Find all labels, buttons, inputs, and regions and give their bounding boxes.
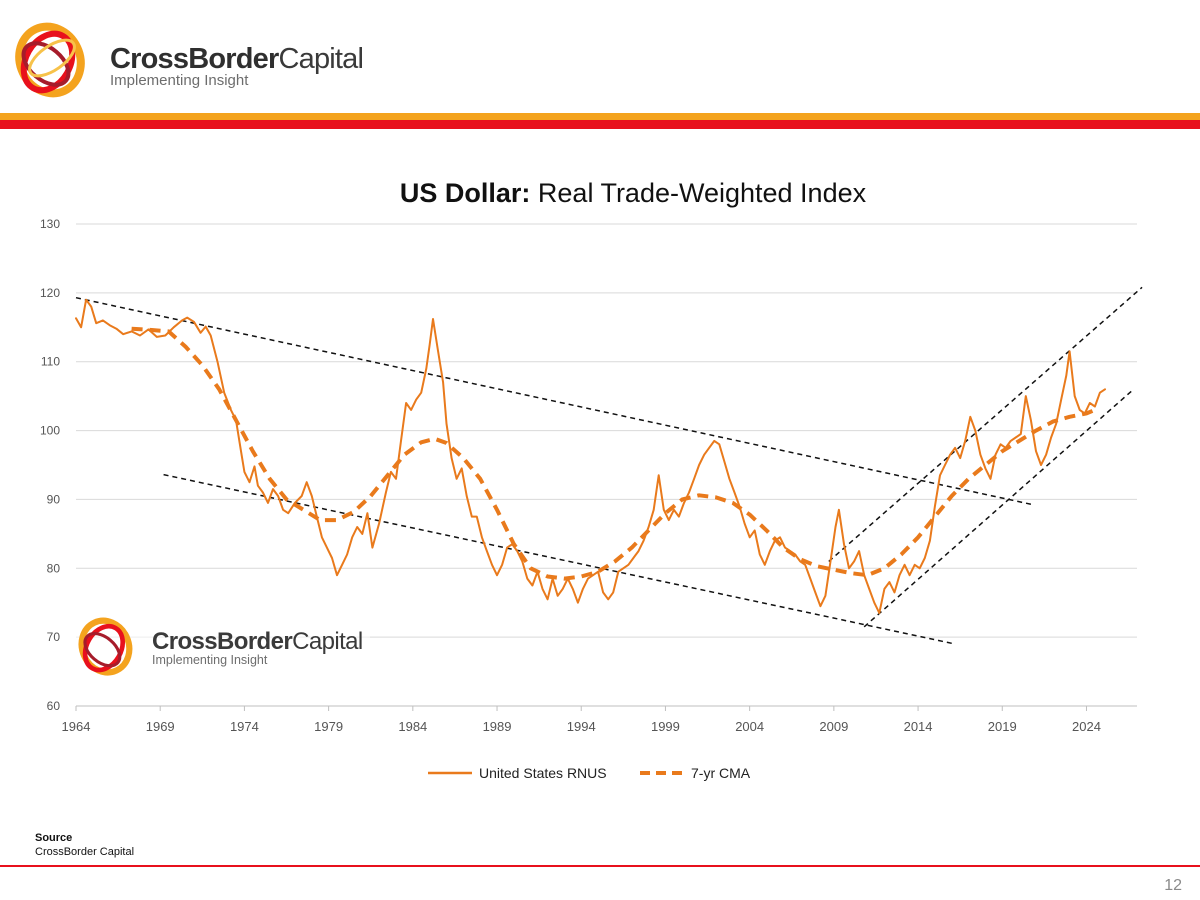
legend-label-cma: 7-yr CMA [691,765,751,781]
source-text: CrossBorder Capital [35,846,135,858]
watermark-tagline: Implementing Insight [152,653,268,667]
brand-tagline: Implementing Insight [110,72,249,89]
crossborder-logo-icon [15,22,85,98]
trend-line-channel-lower [863,388,1135,628]
brand-name: CrossBorderCapital [110,43,364,75]
source-label: Source [35,832,73,844]
legend-label-rnus: United States RNUS [479,765,607,781]
x-tick-label: 2009 [819,719,848,734]
x-tick-label: 2004 [735,719,764,734]
series-line-cma [131,326,1100,581]
x-tick-label: 2014 [904,719,933,734]
y-tick-label: 120 [40,286,60,300]
trend-line-channel-upper [828,286,1143,562]
header-stripe-red [0,120,1200,129]
series-line-rnus [75,298,1106,614]
x-tick-label: 1984 [398,719,427,734]
y-tick-label: 110 [41,355,60,369]
y-tick-label: 100 [40,424,60,438]
y-tick-label: 60 [47,699,61,713]
x-tick-label: 1969 [146,719,175,734]
chart-title: US Dollar: Real Trade-Weighted Index [400,178,867,208]
x-tick-label: 1974 [230,719,259,734]
watermark-logo: CrossBorderCapital Implementing Insight [70,600,370,690]
page-number: 12 [1164,877,1182,894]
x-tick-label: 1999 [651,719,680,734]
y-tick-label: 80 [47,561,61,575]
y-tick-label: 90 [47,492,61,506]
y-tick-label: 70 [47,630,61,644]
header-stripe-orange [0,113,1200,120]
x-tick-label: 1989 [483,719,512,734]
x-tick-label: 1964 [62,719,91,734]
brand-wordmark: CrossBorderCapital Implementing Insight [110,43,364,89]
footer-rule [0,865,1200,867]
crossborder-watermark-icon [78,617,133,676]
x-tick-label: 1979 [314,719,343,734]
usd-real-twi-chart: US Dollar: Real Trade-Weighted Index 60 7… [40,178,1143,781]
x-tick-label: 2019 [988,719,1017,734]
x-tick-label: 1994 [567,719,596,734]
watermark-brand-name: CrossBorderCapital [152,628,363,655]
y-tick-label: 130 [40,217,60,231]
x-tick-label: 2024 [1072,719,1101,734]
trend-line-upper-resistance [75,296,1032,505]
source-note: Source CrossBorder Capital [35,831,134,859]
